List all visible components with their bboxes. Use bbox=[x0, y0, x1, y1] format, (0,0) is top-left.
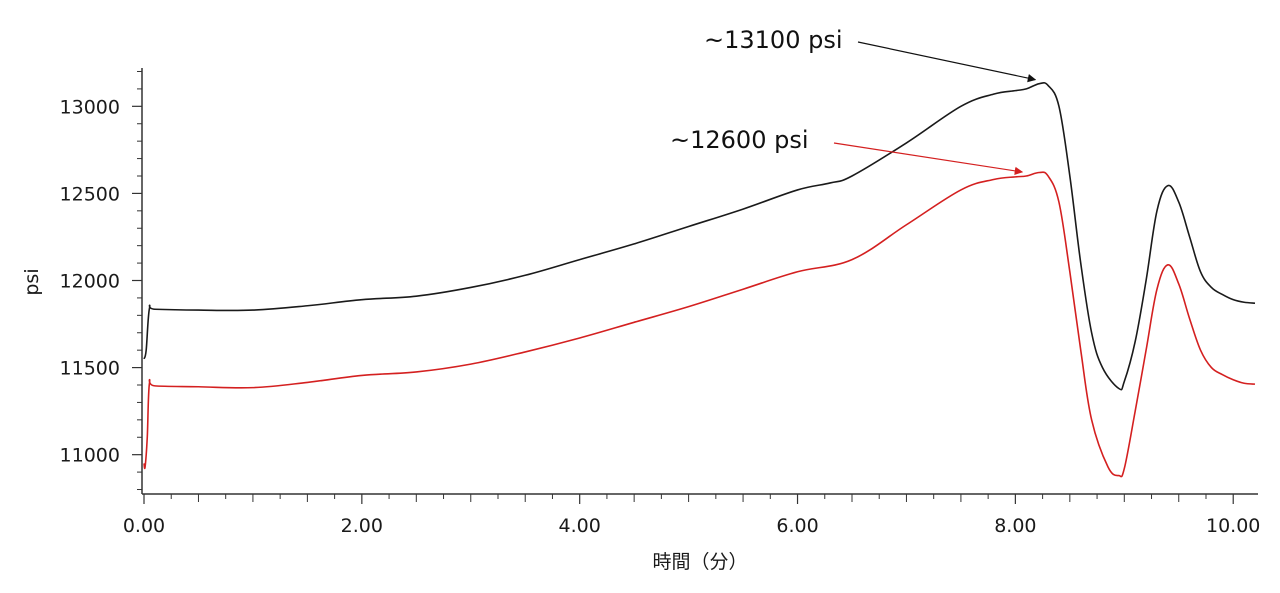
annotation-label-12600: ~12600 psi bbox=[670, 126, 809, 154]
series-line-black bbox=[143, 81, 1256, 391]
y-tick-label: 11500 bbox=[60, 358, 120, 380]
annotation-label-13100: ~13100 psi bbox=[704, 26, 843, 54]
x-axis: 0.00 2.00 4.00 6.00 8.00 10.00 bbox=[123, 493, 1260, 537]
series-layer bbox=[143, 81, 1256, 478]
x-tick-label: 2.00 bbox=[341, 515, 383, 537]
x-tick-label: 0.00 bbox=[123, 515, 165, 537]
x-tick-label: 6.00 bbox=[776, 515, 818, 537]
x-axis-title: 時間（分） bbox=[652, 551, 747, 573]
y-tick-label: 12500 bbox=[60, 183, 120, 205]
x-tick-label: 10.00 bbox=[1206, 515, 1260, 537]
y-axis: 11000 11500 12000 12500 13000 bbox=[60, 68, 143, 494]
annotation-arrow-12600 bbox=[833, 142, 1024, 175]
x-tick-label: 4.00 bbox=[559, 515, 601, 537]
y-tick-label: 11000 bbox=[60, 445, 120, 467]
x-tick-label: 8.00 bbox=[994, 515, 1036, 537]
annotation-arrow-13100 bbox=[857, 41, 1037, 83]
y-tick-label: 13000 bbox=[60, 96, 120, 118]
y-tick-label: 12000 bbox=[60, 271, 120, 293]
annotation-layer: ~13100 psi ~12600 psi bbox=[670, 26, 1037, 175]
y-axis-title: psi bbox=[21, 268, 43, 295]
series-line-red bbox=[143, 171, 1256, 478]
